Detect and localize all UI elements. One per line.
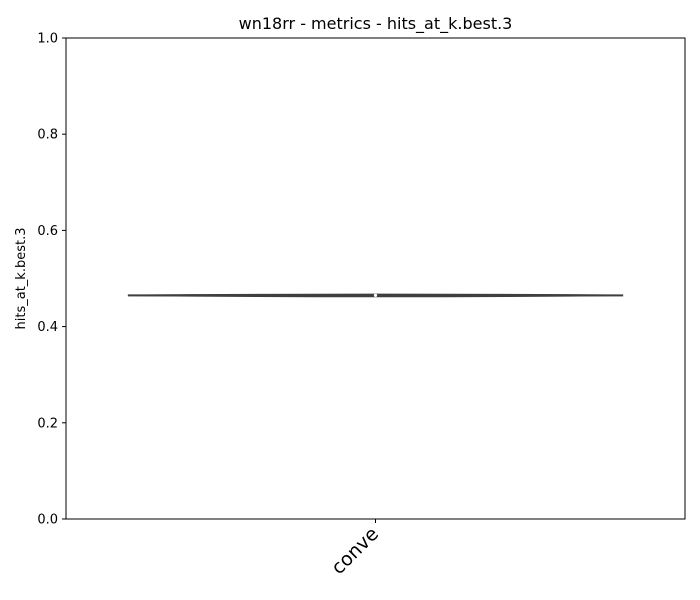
y-axis-title: hits_at_k.best.3 [14, 228, 29, 330]
y-tick-label: 0.8 [37, 128, 58, 143]
y-tick-label: 0.2 [37, 416, 58, 431]
violin-median-point [373, 293, 378, 297]
y-axis: 0.0 0.2 0.4 0.6 0.8 1.0 [37, 32, 66, 528]
y-tick-label: 0.6 [37, 224, 58, 239]
y-tick-label: 0.0 [37, 513, 58, 528]
chart-title: wn18rr - metrics - hits_at_k.best.3 [239, 14, 513, 34]
plot-frame [65, 37, 686, 520]
y-tick-label: 0.4 [37, 320, 58, 335]
violin-layer [127, 293, 624, 298]
y-tick-label: 1.0 [37, 32, 58, 47]
